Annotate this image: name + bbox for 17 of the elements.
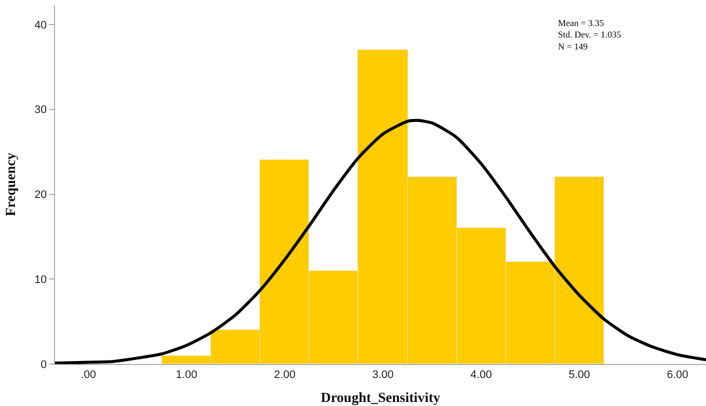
x-tick-label: .00 xyxy=(80,369,96,382)
annotation: Mean = 3.35 xyxy=(558,18,604,28)
x-axis-title: Drought_Sensitivity xyxy=(320,391,440,406)
y-tick-label: 40 xyxy=(34,19,47,32)
y-axis-title: Frequency xyxy=(4,152,20,216)
x-tick-label: 5.00 xyxy=(568,369,590,382)
annotation: Std. Dev. = 1.035 xyxy=(558,30,622,40)
x-tick-label: 4.00 xyxy=(470,369,492,382)
x-tick-label: 1.00 xyxy=(176,369,198,382)
x-tick-label: 2.00 xyxy=(274,369,296,382)
x-tick-label: 6.00 xyxy=(666,369,688,382)
y-tick-label: 0 xyxy=(40,358,47,371)
x-tick-label: 3.00 xyxy=(372,369,394,382)
annotation: N = 149 xyxy=(558,41,588,52)
y-tick-label: 20 xyxy=(34,189,47,202)
y-tick-label: 30 xyxy=(34,104,47,116)
y-tick-label: 10 xyxy=(34,274,47,286)
